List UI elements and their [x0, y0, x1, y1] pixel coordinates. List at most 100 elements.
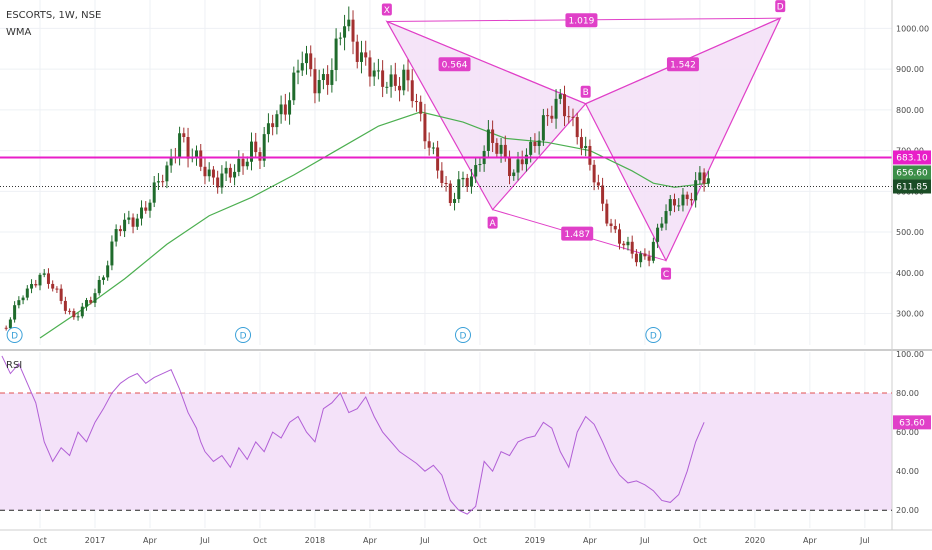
candlestick-series — [4, 6, 710, 332]
candle-body — [677, 205, 681, 207]
last-price-tag-bg — [893, 179, 931, 194]
time-tick-label: Jul — [639, 536, 650, 545]
pattern-point-badge — [487, 216, 498, 229]
candle-body — [262, 134, 266, 161]
candle-body — [453, 199, 457, 203]
candle-body — [685, 194, 689, 200]
dividend-label: D — [650, 332, 657, 342]
price-tick-label: 900.00 — [896, 65, 924, 74]
candle-body — [178, 133, 182, 158]
candle-body — [216, 177, 220, 188]
price-tags: 683.10 656.60 611.85 63.60 — [893, 150, 931, 430]
dividend-label: D — [460, 332, 467, 342]
candle-body — [605, 203, 609, 224]
candle-body — [51, 283, 55, 289]
candle-body — [8, 319, 12, 329]
candle-body — [558, 94, 562, 99]
wma-line — [39, 111, 709, 339]
candle-body — [199, 150, 203, 167]
candle-body — [292, 72, 296, 101]
rsi-axis: 20.00 40.00 60.00 80.00 100.00 — [896, 350, 924, 515]
candle-body — [182, 133, 186, 137]
candle-body — [660, 223, 664, 228]
candle-body — [592, 164, 596, 183]
time-tick-label: Apr — [143, 536, 158, 545]
candle-body — [495, 142, 499, 154]
candle-body — [423, 113, 427, 142]
dividend-marker — [6, 327, 23, 343]
candle-body — [651, 241, 655, 261]
candle-body — [355, 41, 359, 62]
candle-body — [148, 202, 152, 211]
candle-body — [461, 177, 465, 180]
rsi-value-tag-bg — [893, 415, 931, 430]
candle-body — [402, 69, 406, 91]
candle-body — [630, 241, 634, 254]
candle-body — [343, 26, 347, 38]
dividend-label: D — [240, 332, 247, 342]
dividend-marker — [645, 327, 662, 343]
candle-body — [689, 199, 693, 201]
candle-body — [634, 253, 638, 263]
candle-body — [376, 70, 380, 72]
candle-body — [4, 327, 8, 329]
candle-body — [546, 115, 550, 117]
time-axis: Oct 2017 Apr Jul Oct 2018 Apr Jul Oct 2019 Apr Jul O… — [33, 536, 870, 545]
rsi-tick-label: 80.00 — [896, 389, 919, 398]
time-tick-label: Oct — [473, 536, 487, 545]
time-tick-label: Oct — [253, 536, 267, 545]
dividend-marker — [455, 327, 471, 343]
candle-body — [601, 185, 605, 204]
candle-body — [579, 137, 583, 148]
candle-body — [220, 173, 224, 188]
candle-body — [524, 154, 528, 165]
candle-body — [309, 53, 313, 70]
candle-body — [436, 147, 440, 171]
candle-body — [368, 57, 372, 77]
rsi-pane-title: RSI — [6, 360, 22, 371]
time-tick-label: 2020 — [745, 536, 765, 545]
candle-body — [55, 288, 59, 290]
candle-body — [338, 37, 342, 39]
candle-body — [195, 150, 199, 157]
level-price-tag: 683.10 — [896, 153, 928, 163]
candle-body — [431, 147, 435, 149]
candle-body — [233, 171, 237, 178]
candle-body — [618, 229, 622, 244]
candle-body — [245, 161, 249, 167]
candle-body — [529, 141, 533, 155]
candle-body — [114, 229, 118, 242]
candle-body — [491, 129, 495, 143]
pattern-point-badge — [580, 85, 591, 98]
candle-body — [359, 52, 363, 62]
ratio-badge — [565, 13, 598, 28]
header-indicator: WMA — [6, 27, 32, 38]
candle-body — [681, 194, 685, 206]
candle-body — [673, 199, 676, 206]
candle-body — [106, 265, 110, 278]
candle-body — [279, 104, 283, 115]
price-tick-label: 800.00 — [896, 106, 924, 115]
candle-body — [372, 70, 376, 77]
candle-body — [237, 158, 241, 172]
candle-body — [21, 297, 25, 301]
candle-body — [457, 179, 461, 200]
candle-body — [656, 227, 660, 242]
candle-body — [89, 300, 93, 303]
candle-body — [588, 145, 592, 165]
candle-body — [275, 114, 279, 128]
candle-body — [626, 241, 630, 246]
candle-body — [427, 141, 431, 148]
time-tick-label: Oct — [33, 536, 47, 545]
pattern-point-label: C — [663, 270, 669, 280]
candle-body — [541, 115, 545, 141]
time-tick-label: Apr — [363, 536, 378, 545]
candle-body — [609, 223, 613, 226]
candle-body — [80, 306, 84, 317]
candle-body — [465, 177, 469, 187]
candle-body — [575, 117, 579, 138]
candle-body — [554, 98, 558, 119]
candle-body — [131, 217, 135, 227]
candle-body — [393, 74, 397, 86]
pattern-point-label: B — [583, 88, 589, 98]
